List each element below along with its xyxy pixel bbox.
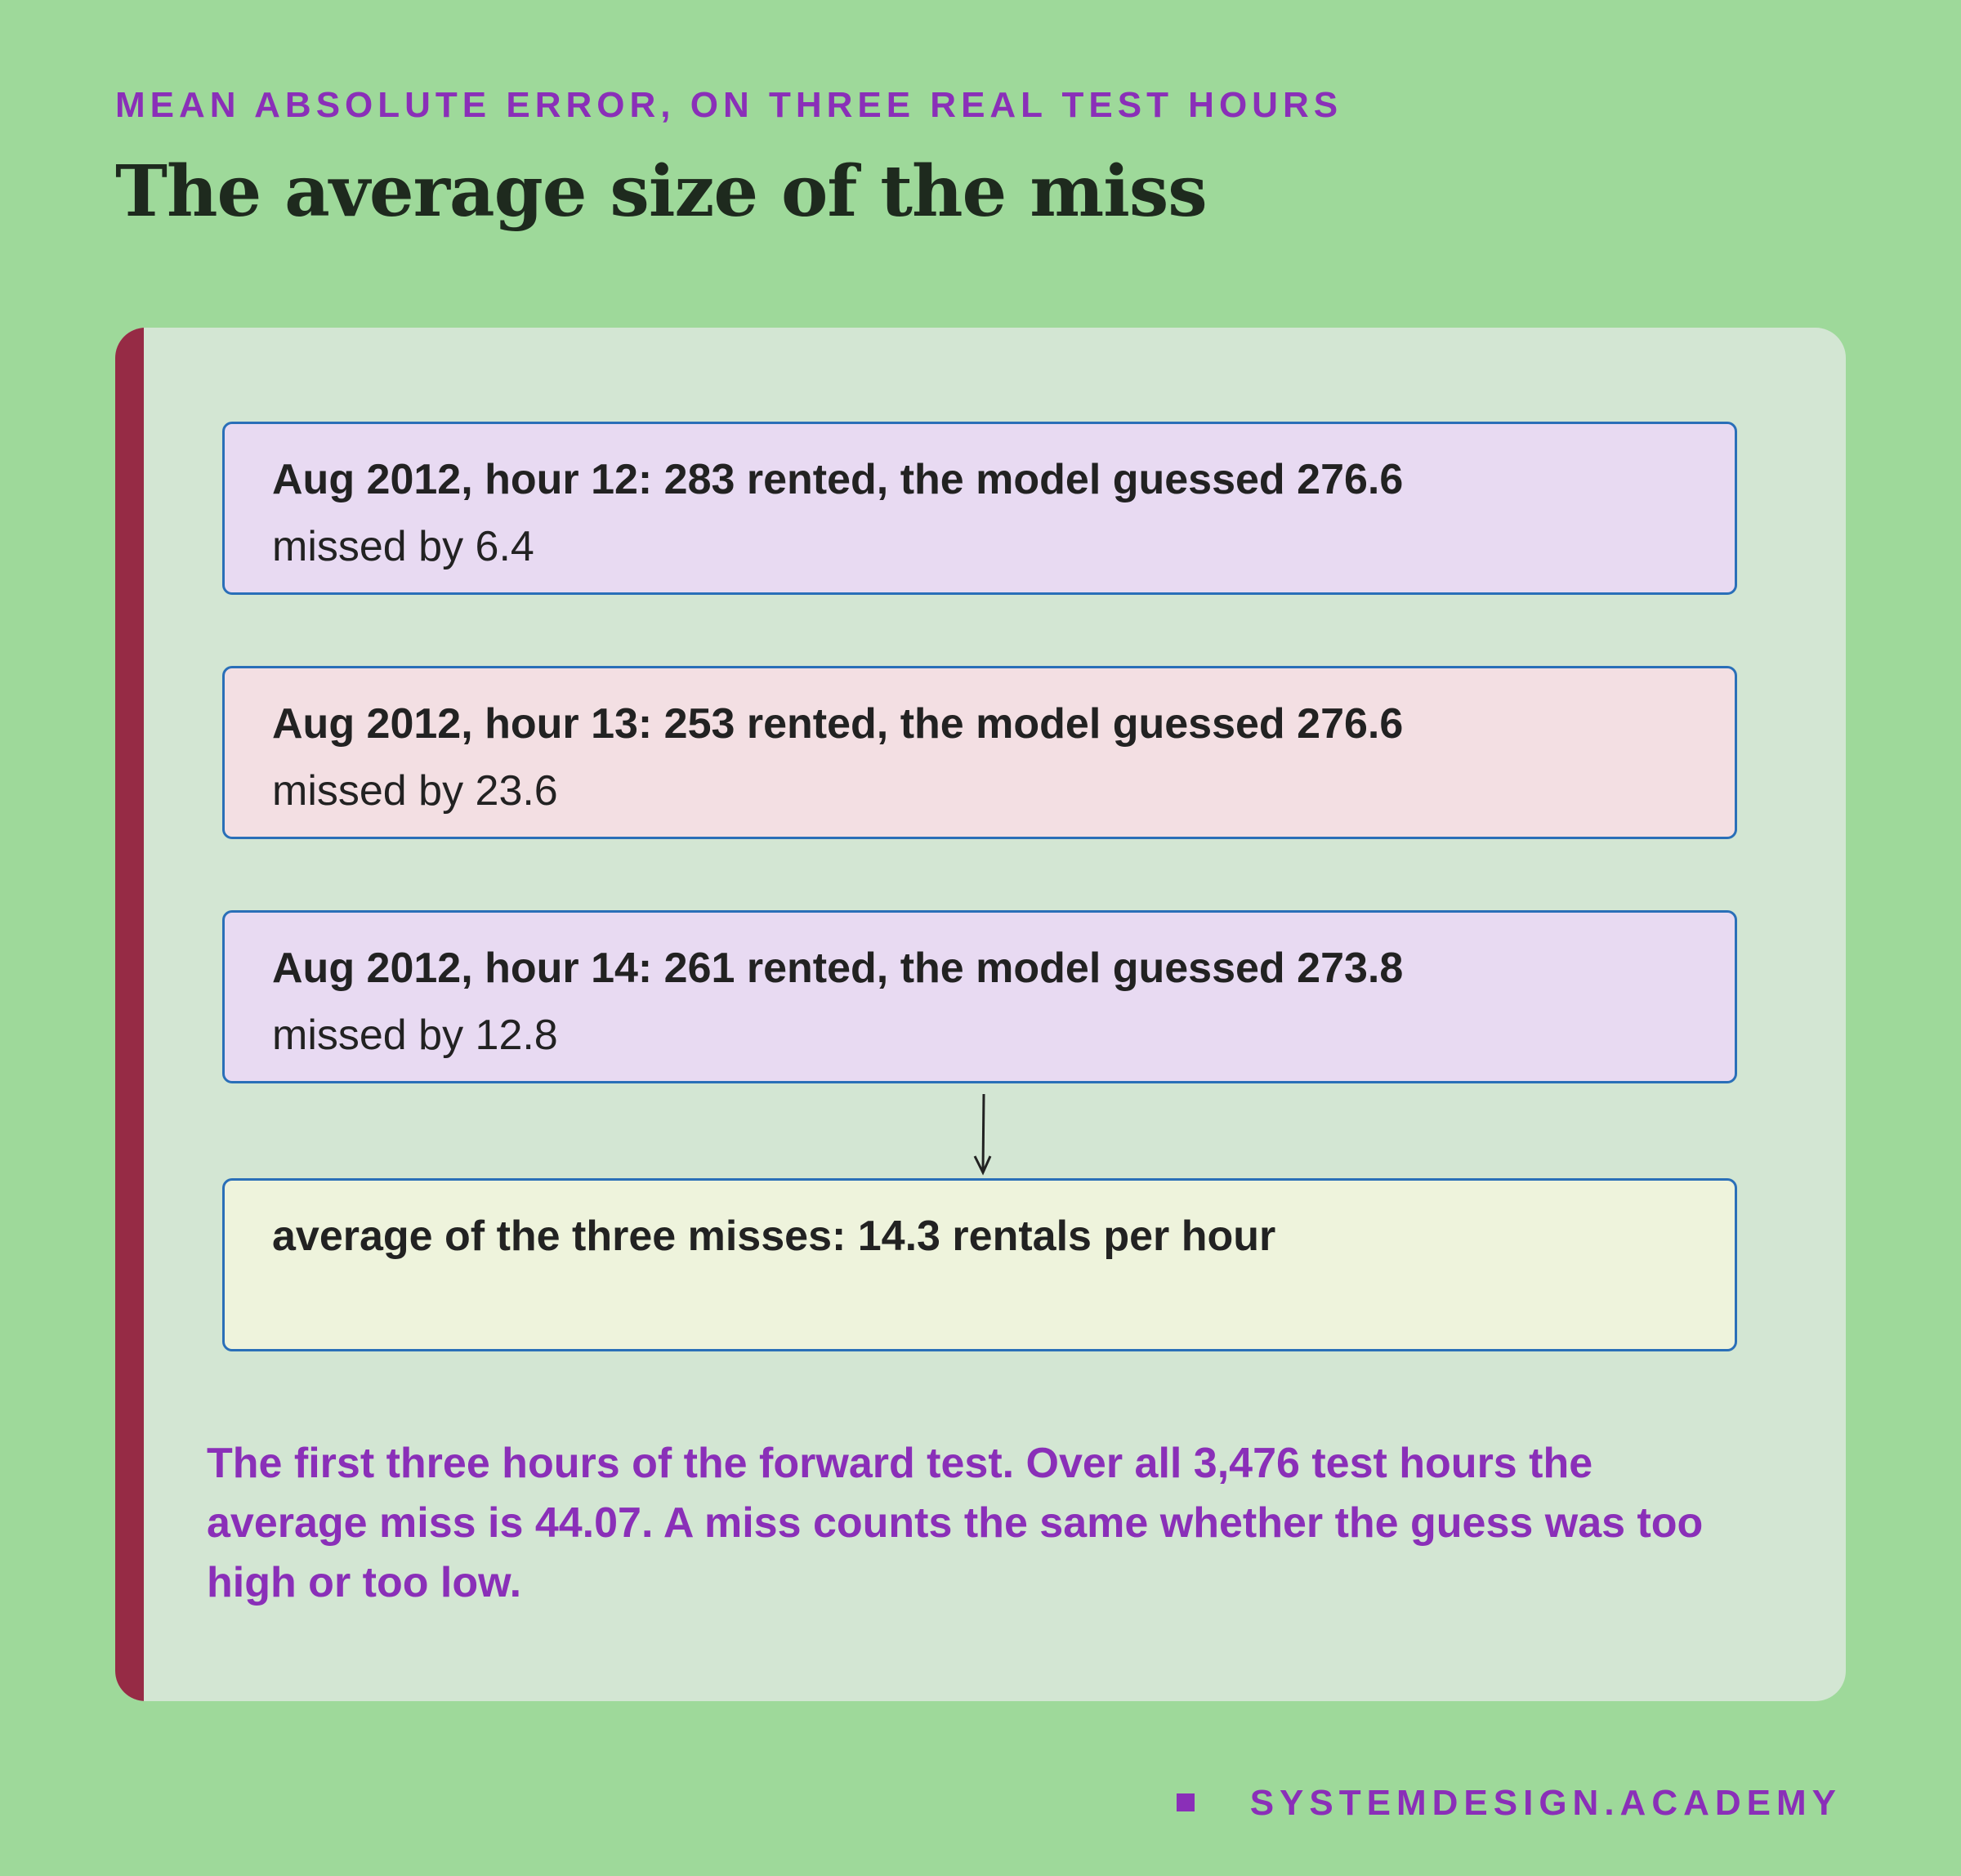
step-label: Aug 2012, hour 14: 261 rented, the model… <box>272 945 1404 992</box>
step-box: Aug 2012, hour 12: 283 rented, the model… <box>222 422 1737 595</box>
step-box: Aug 2012, hour 13: 253 rented, the model… <box>222 666 1737 839</box>
eyebrow: MEAN ABSOLUTE ERROR, ON THREE REAL TEST … <box>115 85 1343 125</box>
card-accent <box>115 328 144 1701</box>
title: The average size of the miss <box>115 150 1208 233</box>
step-label: Aug 2012, hour 12: 283 rented, the model… <box>272 456 1404 503</box>
step-detail: missed by 23.6 <box>272 767 558 815</box>
result-label: average of the three misses: 14.3 rental… <box>272 1213 1276 1260</box>
brand: SYSTEMDESIGN.ACADEMY <box>1249 1783 1842 1823</box>
arrow <box>973 1093 992 1176</box>
result-box: average of the three misses: 14.3 rental… <box>222 1178 1737 1351</box>
note: The first three hours of the forward tes… <box>207 1440 1704 1606</box>
step-detail: missed by 6.4 <box>272 523 534 570</box>
arrow-shaft <box>981 1093 985 1172</box>
arrow-head <box>973 1155 992 1176</box>
step-box: Aug 2012, hour 14: 261 rented, the model… <box>222 910 1737 1083</box>
brand-mark <box>1177 1793 1195 1811</box>
step-detail: missed by 12.8 <box>272 1012 558 1059</box>
step-label: Aug 2012, hour 13: 253 rented, the model… <box>272 700 1404 748</box>
